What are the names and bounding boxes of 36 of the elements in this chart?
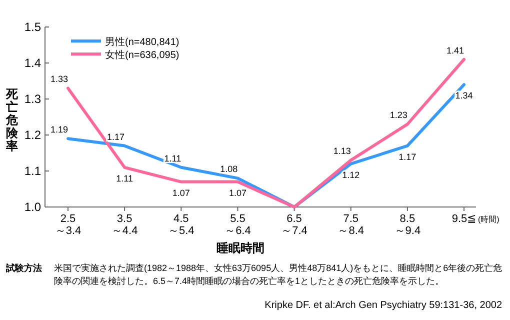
data-label: 1.11 [116, 173, 133, 184]
x-tick-label: 3.5～4.4 [111, 213, 138, 237]
data-label: 1.34 [455, 90, 473, 101]
data-label: 1.12 [342, 170, 360, 180]
legend-label: 男性(n=480,841) [105, 36, 180, 48]
data-label: 1.07 [172, 188, 190, 198]
text: 1.0 [24, 200, 41, 214]
legend-label: 女性(n=636,095) [105, 49, 180, 61]
text: 1.3 [24, 92, 41, 106]
x-tick-label: 5.5～6.4 [224, 213, 251, 237]
x-tick-label: 4.5～5.4 [168, 213, 194, 237]
x-tick-label: 8.5～9.4 [394, 213, 421, 237]
data-label: 1.13 [333, 146, 351, 156]
x-tick-label: 2.5～3.4 [54, 213, 82, 237]
data-label: 1.07 [228, 188, 246, 198]
data-label: 1.17 [107, 132, 125, 142]
x-tick-label: 6.5～7.4 [281, 213, 308, 237]
text: 1.5 [24, 20, 41, 34]
data-label: 1.41 [446, 45, 464, 56]
x-tick-label: 9.5≦ [452, 213, 476, 225]
text: 1.2 [24, 128, 41, 142]
data-label: 1.33 [50, 74, 68, 84]
data-label: 1.08 [220, 164, 238, 174]
x-axis-title: 睡眠時間 [216, 241, 264, 255]
data-label: 1.23 [390, 110, 408, 120]
text: 試験方法 [6, 262, 43, 275]
text: 米国で実施された調査(1982～1988年、女性63万6095人、男性48万841人)をもとに、睡眠時間と6年後の死亡危険率の関連を検討した。6.5～7.4時間睡眠の場合の死亡率を1としたときの死亡危険率を示した。 [54, 262, 504, 288]
y-axis-title: 死亡危険率 [5, 87, 19, 153]
text: 1.1 [24, 164, 41, 178]
text: (時間) [478, 215, 500, 224]
data-label: 1.17 [398, 152, 416, 162]
data-label: 1.19 [50, 124, 68, 135]
data-label: 1.11 [164, 153, 182, 164]
text: 1.4 [24, 56, 41, 70]
text: Kripke DF. et al:Arch Gen Psychiatry 59:131-36, 2002 [264, 300, 502, 311]
x-tick-label: 7.5～8.4 [338, 213, 364, 237]
